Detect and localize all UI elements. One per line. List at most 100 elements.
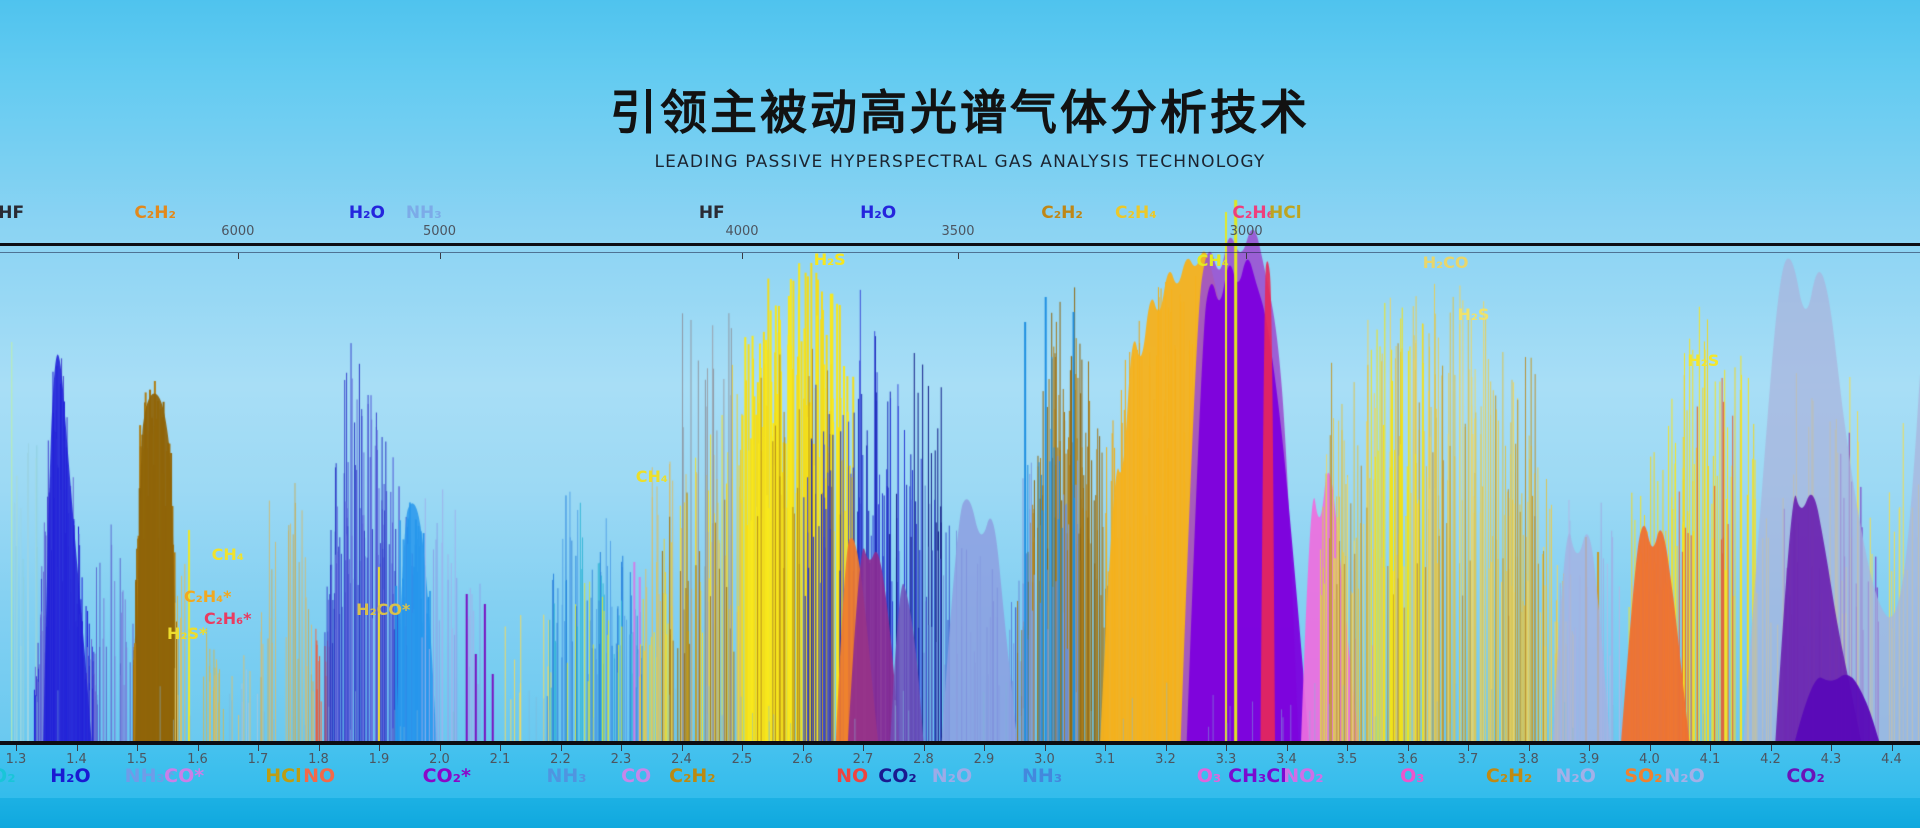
bottom-tick <box>1891 745 1893 751</box>
top-tick-label: 4000 <box>725 224 759 239</box>
bottom-tick-label: 3.4 <box>1276 752 1297 767</box>
top-gas-label: H₂O <box>860 203 897 223</box>
top-gas-label: HF <box>0 203 25 223</box>
bottom-tick <box>1226 745 1227 751</box>
bottom-tick-label: 1.3 <box>5 752 27 767</box>
bottom-tick <box>1831 745 1832 751</box>
bottom-tick <box>1589 745 1590 751</box>
bottom-tick-label: 3.7 <box>1457 752 1479 767</box>
bottom-tick-label: 3.1 <box>1094 752 1116 767</box>
bottom-gas-label: CO₂ <box>878 765 917 787</box>
bottom-gas-label: N₂O <box>1664 765 1705 787</box>
bottom-tick <box>1165 745 1167 751</box>
top-gas-label: C₂H₄ <box>1115 203 1157 223</box>
top-gas-label: HF <box>698 203 725 223</box>
top-tick-label: 3500 <box>941 224 975 239</box>
bottom-gas-label: CO* <box>164 765 205 787</box>
bottom-gas-label: CH₃Cl <box>1228 765 1287 787</box>
bottom-tick-label: 1.5 <box>126 752 148 767</box>
bottom-tick <box>197 745 199 751</box>
bottom-gas-label: C₂H₂ <box>1485 765 1533 787</box>
bottom-tick <box>1407 745 1409 751</box>
bottom-gas-label: SO₂ <box>1624 765 1663 787</box>
bottom-gas-label: NH₃* <box>124 765 175 787</box>
bottom-gas-label: HCl <box>265 765 302 787</box>
plot-gas-label: H₂CO* <box>356 600 411 619</box>
bottom-tick-label: 2.5 <box>731 752 753 767</box>
bottom-tick <box>16 745 17 751</box>
bottom-tick <box>742 745 743 751</box>
page-title: 引领主被动高光谱气体分析技术 <box>610 86 1310 141</box>
top-tick <box>439 253 441 259</box>
top-tick <box>742 253 743 259</box>
bottom-tick-label: 1.9 <box>368 752 390 767</box>
bottom-tick <box>621 745 622 751</box>
plot-gas-label: C₂H₄* <box>184 587 232 606</box>
top-tick-label: 3000 <box>1229 224 1263 239</box>
bottom-tick-label: 1.8 <box>308 752 329 767</box>
top-gas-label: C₂H₆ <box>1232 203 1275 223</box>
bottom-tick-label: 3.5 <box>1336 752 1358 767</box>
bottom-tick <box>1347 745 1348 751</box>
bottom-tick <box>1105 745 1106 751</box>
bottom-tick-label: 3.6 <box>1397 752 1418 767</box>
bottom-tick <box>318 745 320 751</box>
bottom-gas-label: N₂O <box>1555 765 1596 787</box>
top-gas-label: NH₃ <box>405 203 442 223</box>
bottom-tick-label: 3.3 <box>1215 752 1237 767</box>
bottom-tick-label: 3.8 <box>1518 752 1539 767</box>
bottom-tick <box>500 745 501 751</box>
bottom-tick-label: 4.3 <box>1820 752 1842 767</box>
bottom-tick-label: 2.9 <box>973 752 995 767</box>
top-axis-subline <box>0 252 1920 253</box>
bottom-tick <box>863 745 864 751</box>
page-subtitle: LEADING PASSIVE HYPERSPECTRAL GAS ANALYS… <box>654 152 1266 172</box>
plot-gas-label: CH₄ <box>635 467 668 486</box>
bottom-tick <box>1286 745 1288 751</box>
bottom-gas-label: NH₃ <box>546 765 587 787</box>
bottom-tick-label: 2.4 <box>671 752 692 767</box>
bottom-tick-label: 3.9 <box>1578 752 1600 767</box>
plot-gas-label: CH₄ <box>211 545 244 564</box>
bottom-tick <box>802 745 804 751</box>
bottom-gas-label: NH₃ <box>1022 765 1063 787</box>
bottom-tick-label: 2.2 <box>550 752 571 767</box>
plot-gas-label: H₂S <box>1457 305 1490 324</box>
bottom-gas-label: C₂H₂ <box>669 765 716 787</box>
bottom-gas-label: CO <box>621 765 652 787</box>
top-tick <box>1246 253 1248 259</box>
bottom-gas-label: CO₂ <box>1786 765 1825 787</box>
top-gas-label: C₂H₂ <box>134 203 176 223</box>
bottom-tick-label: 1.6 <box>187 752 208 767</box>
top-axis-line <box>0 243 1920 246</box>
bottom-tick-label: 2.1 <box>489 752 511 767</box>
top-tick <box>958 253 960 259</box>
bottom-gas-label: H₂O <box>50 765 91 787</box>
plot-gas-label: H₂S <box>1687 351 1720 370</box>
plot-gas-label: C₂H₆* <box>203 609 252 628</box>
bottom-tick <box>560 745 562 751</box>
bottom-gas-label: NO₂ <box>1283 765 1324 787</box>
bottom-gas-label: NO <box>836 765 869 787</box>
bottom-tick <box>1770 745 1772 751</box>
bottom-gas-label: O₃ <box>1196 765 1222 787</box>
top-tick-label: 6000 <box>221 224 255 239</box>
bottom-tick-label: 1.7 <box>247 752 269 767</box>
bottom-gas-label: O₂ <box>0 765 16 787</box>
bottom-tick <box>76 745 78 751</box>
bottom-tick <box>379 745 380 751</box>
bottom-tick-label: 2.8 <box>913 752 934 767</box>
bottom-tick <box>137 745 138 751</box>
bottom-gas-label: CO₂* <box>422 765 471 787</box>
plot-gas-label: H₂S <box>813 250 846 269</box>
bottom-gas-label: N₂O <box>931 765 973 787</box>
bottom-tick <box>923 745 925 751</box>
bottom-tick <box>1468 745 1469 751</box>
bottom-tick-label: 3.0 <box>1034 752 1055 767</box>
bottom-tick-label: 3.2 <box>1155 752 1176 767</box>
plot-gas-label: CH₄ <box>1196 251 1229 270</box>
bottom-tick <box>984 745 985 751</box>
bottom-tick <box>681 745 683 751</box>
bottom-tick <box>1649 745 1651 751</box>
